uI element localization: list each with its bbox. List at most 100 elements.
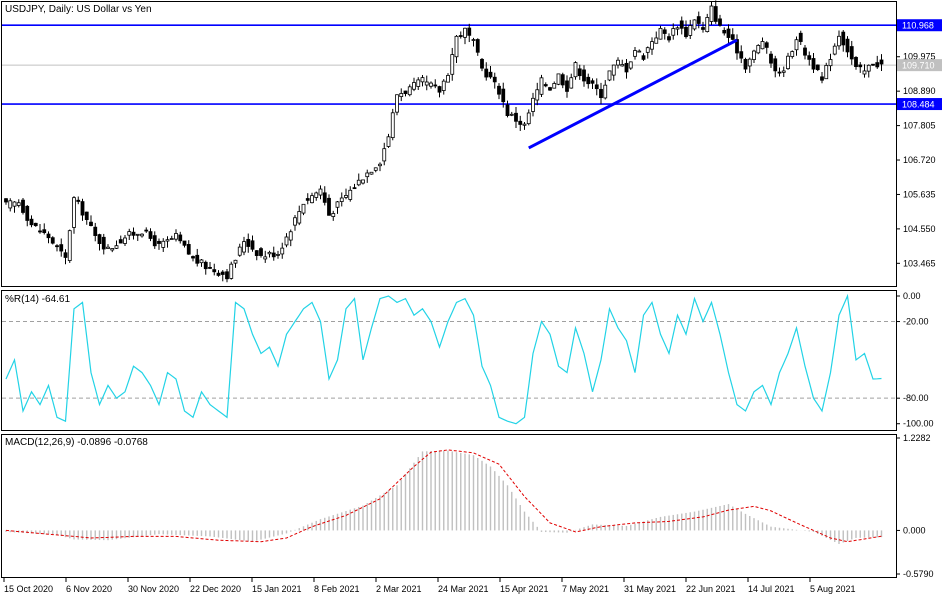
candle-body xyxy=(212,269,217,273)
candle-body xyxy=(288,231,293,241)
candle-body xyxy=(72,197,76,228)
candle-body xyxy=(735,39,739,54)
candle-body xyxy=(305,198,310,201)
candle-body xyxy=(301,203,306,214)
candle-body xyxy=(29,218,34,226)
candle-body xyxy=(21,199,25,213)
date-tick-label: 15 Apr 2021 xyxy=(500,584,549,594)
candle-body xyxy=(531,97,535,112)
candle-body xyxy=(395,94,399,113)
candle-body xyxy=(407,86,412,96)
date-tick-label: 6 Nov 2020 xyxy=(66,584,112,594)
wr-panel-title: %R(14) -64.61 xyxy=(5,294,70,305)
candle-body xyxy=(123,237,127,244)
date-tick-label: 24 Mar 2021 xyxy=(438,584,489,594)
wr-line xyxy=(5,293,882,425)
candle-body xyxy=(4,198,8,203)
candle-body xyxy=(543,84,548,87)
candle-body xyxy=(246,238,251,247)
candle-body xyxy=(475,39,480,53)
candle-body xyxy=(463,27,467,38)
candle-body xyxy=(501,88,506,103)
wr-series xyxy=(5,293,882,425)
date-tick-label: 7 May 2021 xyxy=(562,584,609,594)
candle-body xyxy=(671,28,676,36)
macd-panel-frame xyxy=(1,434,897,578)
date-tick-label: 2 Mar 2021 xyxy=(376,584,422,594)
macd-histogram xyxy=(5,450,883,544)
candle-body xyxy=(450,54,455,75)
candle-body xyxy=(573,62,578,78)
candle-body xyxy=(752,50,756,60)
candle-body xyxy=(484,68,489,78)
candle-body xyxy=(38,230,42,233)
candle-body xyxy=(344,195,348,198)
candle-body xyxy=(59,244,64,252)
candle-body xyxy=(662,29,667,34)
candle-body xyxy=(327,197,331,216)
candle-body xyxy=(199,259,204,264)
candle-body xyxy=(854,56,858,68)
candle-body xyxy=(684,26,688,38)
candle-body xyxy=(471,39,476,41)
candle-body xyxy=(849,46,854,60)
wr-tick-label: -20.00 xyxy=(903,317,929,327)
candle-body xyxy=(237,246,242,256)
candle-body xyxy=(590,80,595,84)
candle-body xyxy=(169,238,174,240)
candle-body xyxy=(89,221,93,227)
date-tick-label: 22 Jun 2021 xyxy=(686,584,736,594)
price-tick-label: 109.975 xyxy=(903,52,936,62)
candle-body xyxy=(548,87,552,91)
candle-body xyxy=(50,237,55,244)
candle-body xyxy=(433,84,438,87)
candle-body xyxy=(318,188,323,196)
candle-body xyxy=(276,253,280,256)
candle-body xyxy=(845,38,850,53)
candle-body xyxy=(416,79,421,87)
candle-body xyxy=(747,58,752,67)
price-panel-title: USDJPY, Daily: US Dollar vs Yen xyxy=(5,4,152,15)
candle-body xyxy=(267,251,272,255)
candle-body xyxy=(382,148,387,162)
candle-body xyxy=(424,81,429,86)
candle-body xyxy=(63,252,68,258)
candle-body xyxy=(518,120,523,125)
candle-body xyxy=(250,240,255,250)
candle-body xyxy=(492,76,497,83)
date-tick-label: 30 Nov 2020 xyxy=(128,584,179,594)
candle-body xyxy=(522,123,527,126)
candle-body xyxy=(373,167,378,171)
candle-body xyxy=(348,189,353,200)
candle-body xyxy=(514,112,518,122)
candle-body xyxy=(756,45,761,54)
candle-body xyxy=(148,231,153,239)
candle-body xyxy=(739,51,744,59)
candle-body xyxy=(97,234,102,244)
candle-body xyxy=(42,229,47,234)
candle-body xyxy=(832,45,837,55)
candle-body xyxy=(743,58,748,70)
candle-body xyxy=(535,89,540,101)
price-tick-label: 108.890 xyxy=(903,86,936,96)
candle-body xyxy=(828,59,833,67)
date-axis: 15 Oct 2020 6 Nov 2020 30 Nov 2020 22 Dec 2… xyxy=(3,578,856,594)
price-panel-frame xyxy=(1,1,897,287)
candle-body xyxy=(16,202,21,206)
candle-body xyxy=(701,27,705,30)
candle-body xyxy=(25,205,30,221)
candle-body xyxy=(186,244,191,255)
candle-body xyxy=(577,68,582,77)
candle-body xyxy=(824,65,829,80)
candle-body xyxy=(118,239,123,244)
wr-panel-frame xyxy=(1,290,897,431)
candle-body xyxy=(582,69,586,82)
candle-body xyxy=(157,240,161,244)
candle-body xyxy=(331,213,336,217)
candle-body xyxy=(773,58,778,72)
candle-body xyxy=(713,6,718,22)
candle-body xyxy=(254,250,259,256)
candle-body xyxy=(229,263,234,279)
candle-body xyxy=(314,192,319,198)
candle-body xyxy=(297,211,302,224)
